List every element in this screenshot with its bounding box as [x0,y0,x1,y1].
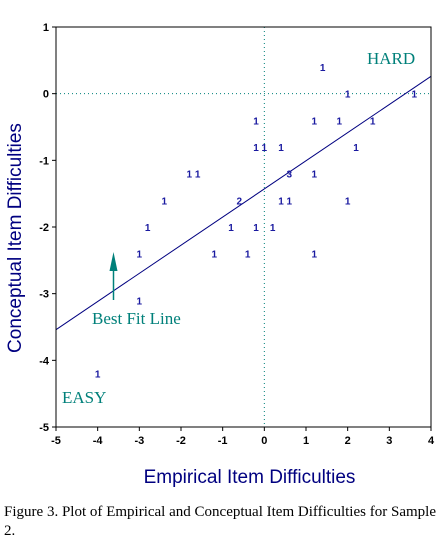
x-tick-label: -4 [93,435,104,447]
y-axis-ticks: 1 0 -1 -2 -3 -4 -5 [39,22,56,434]
data-point: 1 [228,223,234,234]
y-tick-label: 0 [43,89,49,101]
data-point: 1 [353,143,359,154]
x-tick-label: 0 [261,435,267,447]
data-point: 1 [345,90,351,101]
data-point: 1 [245,250,251,261]
data-point: 1 [312,250,318,261]
x-tick-label: 1 [303,435,309,447]
data-point: 1 [278,143,284,154]
data-point: 1 [253,116,259,127]
data-point: 1 [253,143,259,154]
y-tick-label: -4 [39,355,50,367]
x-axis-title: Empirical Item Difficulties [144,467,356,488]
data-point: 1 [253,223,259,234]
data-point: 1 [312,116,318,127]
data-point: 1 [287,196,293,207]
x-tick-label: -5 [51,435,61,447]
data-point: 1 [162,196,168,207]
easy-annotation: EASY [62,388,106,407]
x-tick-label: 4 [428,435,435,447]
data-points: 1 1 1 1 1 1 1 1 1 1 1 1 1 3 1 1 2 1 1 1 1 1 1 1 1 1 1 1 1 1 [95,63,418,381]
data-point: 1 [137,250,143,261]
data-point: 1 [95,370,101,381]
x-tick-label: -2 [176,435,186,447]
scatter-chart: 11 11 1 1 11 1 1 11 1 3 11 2 1 1 11 1 1 11 1 1 111 -5 -4 -3 -2-… [5,22,435,488]
y-tick-label: -1 [39,155,49,167]
figure-caption: Figure 3. Plot of Empirical and Conceptu… [4,504,436,539]
data-point: 3 [287,170,293,181]
reference-lines [56,27,431,427]
best-fit-line [55,75,432,331]
x-axis-ticks: -5 -4 -3 -2 -1 0 1 2 3 4 [51,427,435,447]
data-point: 1 [320,63,326,74]
data-point: 1 [312,170,318,181]
data-point: 1 [145,223,151,234]
y-tick-label: 1 [43,22,49,34]
data-point: 1 [337,116,343,127]
data-point: 1 [212,250,218,261]
data-point: 1 [187,170,193,181]
data-point: 1 [270,223,276,234]
x-tick-label: -1 [218,435,228,447]
data-point: 1 [195,170,201,181]
data-point: 1 [370,116,376,127]
x-tick-label: 2 [345,435,351,447]
best-fit-annotation: Best Fit Line [92,309,181,328]
plot-frame [55,26,432,428]
data-point: 1 [262,143,268,154]
data-point: 1 [137,296,143,307]
y-tick-label: -3 [39,289,49,301]
data-point: 1 [345,196,351,207]
data-point: 1 [412,90,418,101]
y-tick-label: -5 [39,422,49,434]
data-point: 1 [278,196,284,207]
data-point: 2 [237,196,243,207]
hard-annotation: HARD [367,49,415,68]
y-axis-title: Conceptual Item Difficulties [5,123,26,353]
x-tick-label: -3 [134,435,144,447]
y-tick-label: -2 [39,222,49,234]
best-fit-arrowhead [109,252,118,271]
x-tick-label: 3 [386,435,392,447]
